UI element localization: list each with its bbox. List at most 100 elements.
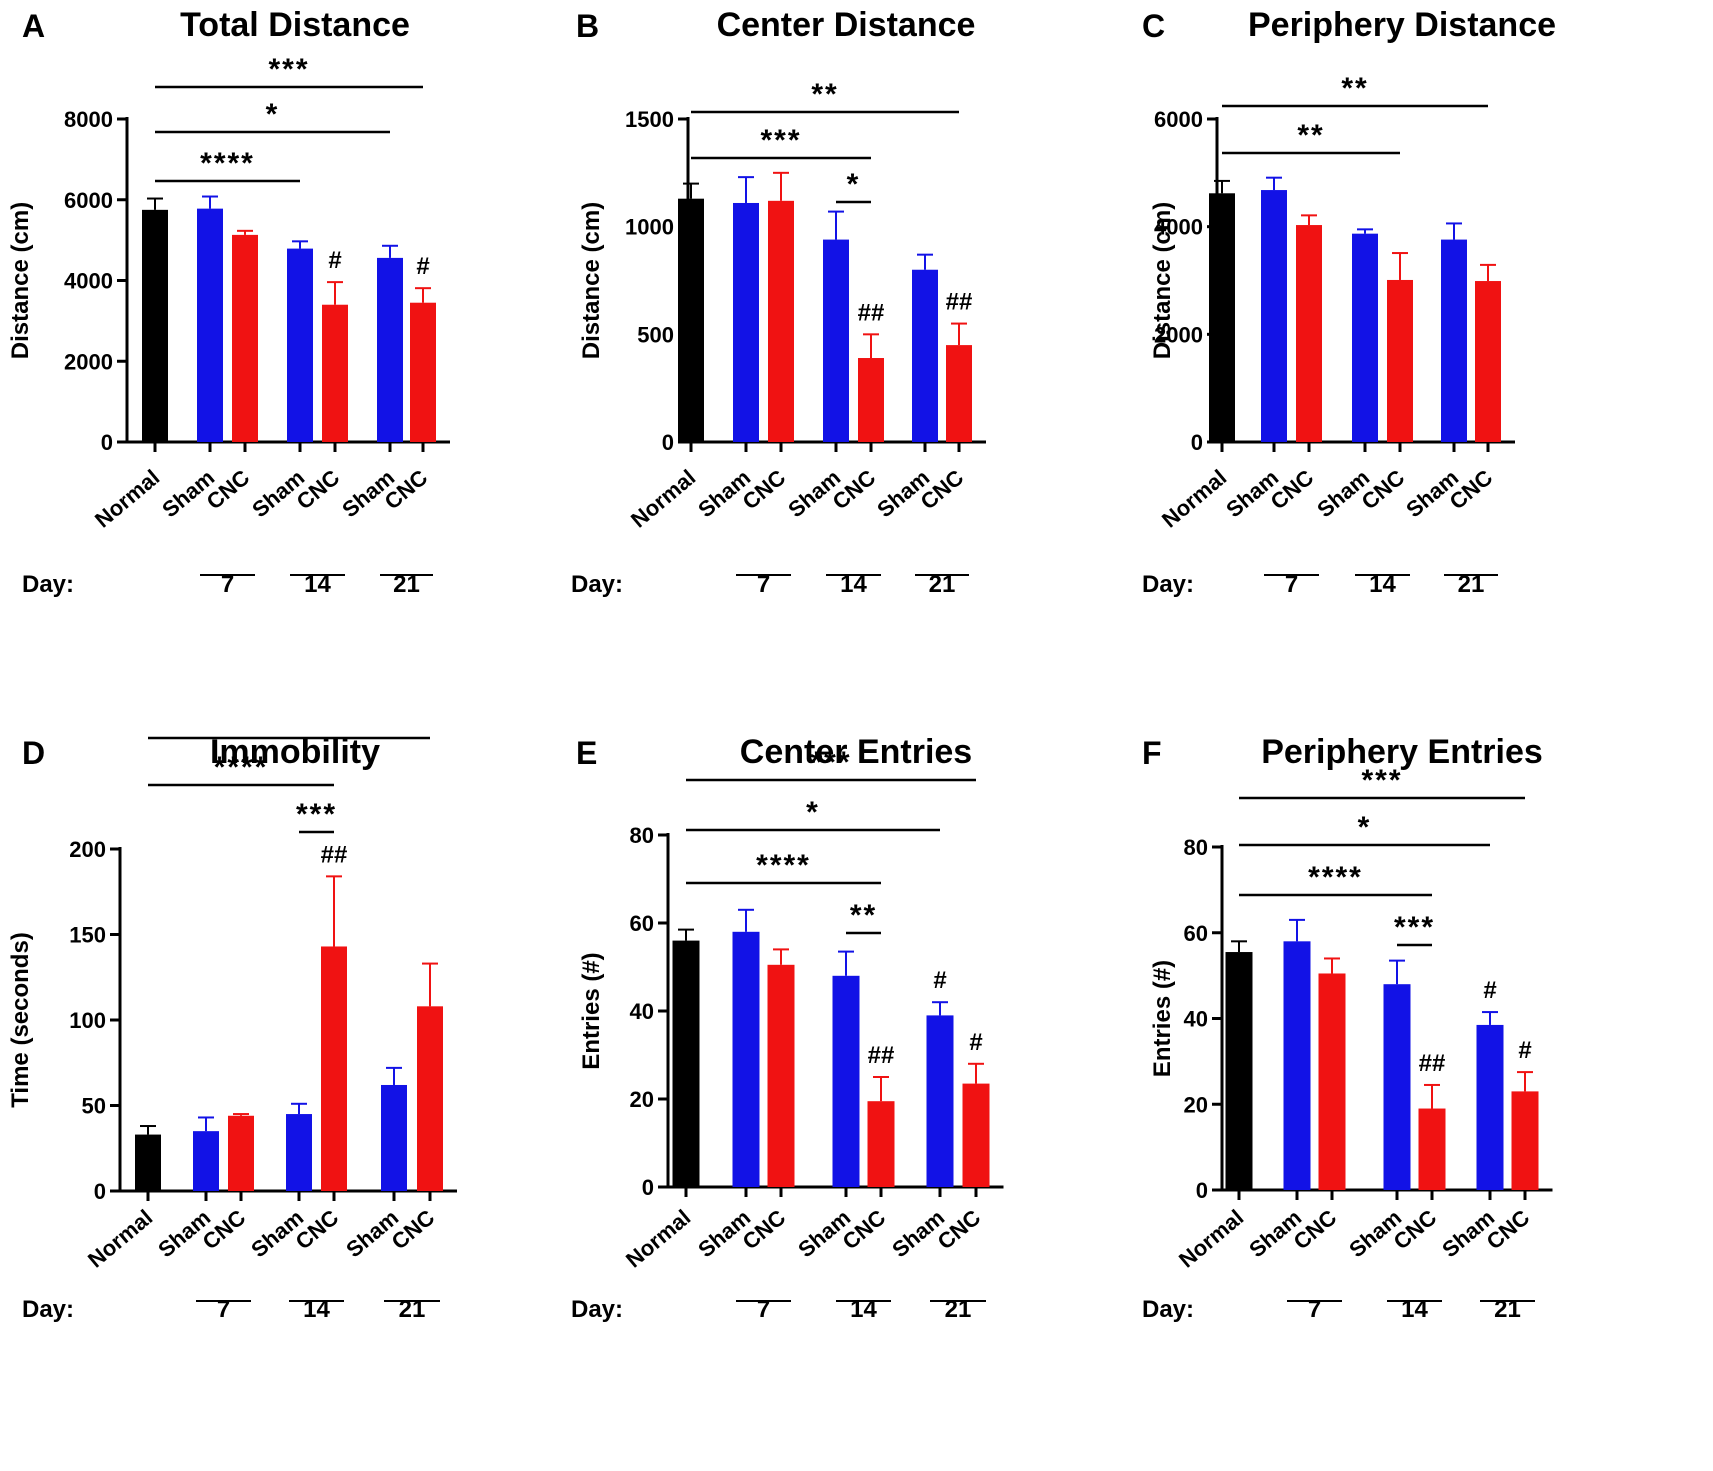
bar xyxy=(1441,239,1467,442)
y-tick-label: 20 xyxy=(1184,1092,1208,1117)
significance-hash: # xyxy=(328,247,341,274)
x-tick-label: Normal xyxy=(626,465,700,533)
bar xyxy=(946,345,972,442)
y-tick-label: 0 xyxy=(662,430,674,455)
x-tick-label: CNC xyxy=(198,1205,251,1255)
y-axis-label: Distance (cm) xyxy=(578,202,605,359)
chart-title: Periphery Entries xyxy=(1261,733,1543,771)
bar xyxy=(1296,225,1322,442)
significance-stars: * xyxy=(806,796,820,829)
significance-stars: **** xyxy=(756,849,811,882)
x-tick-label: CNC xyxy=(291,1205,344,1255)
x-tick-label: Normal xyxy=(90,465,164,533)
day-value: 7 xyxy=(1285,571,1298,598)
day-value: 14 xyxy=(303,1296,330,1323)
y-tick-label: 1500 xyxy=(625,107,674,132)
bar xyxy=(1261,190,1287,442)
day-value: 21 xyxy=(393,571,420,598)
bar xyxy=(287,248,313,442)
chart-title: Center Distance xyxy=(716,6,976,44)
chart-panel-b: B Center Distance 0 500 1000 1500 Distance (… xyxy=(571,0,1142,735)
bar xyxy=(1418,1108,1446,1190)
y-tick-label: 4000 xyxy=(64,269,113,294)
chart-panel-e: E Center Entries 0 20 40 60 80 Entries (#) Nor… xyxy=(571,733,1142,1470)
bar xyxy=(858,358,884,442)
x-tick-label: Normal xyxy=(1157,465,1231,533)
significance-stars: ** xyxy=(1341,72,1368,105)
bar xyxy=(286,1114,312,1191)
day-label: Day: xyxy=(22,571,74,598)
significance-hash: # xyxy=(1518,1037,1531,1064)
chart-panel-a: A Total Distance 0 2000 4000 6000 8000 Distan… xyxy=(0,0,571,735)
day-value: 14 xyxy=(1369,571,1396,598)
significance-hash: ## xyxy=(321,841,348,868)
y-axis-label: Entries (#) xyxy=(578,952,605,1069)
bar xyxy=(867,1101,895,1187)
y-tick-label: 8000 xyxy=(64,107,113,132)
bar xyxy=(823,239,849,442)
chart-panel-d: D Immobility 0 50 100 150 200 Time (seconds) N… xyxy=(0,733,571,1470)
significance-stars: *** xyxy=(268,53,309,86)
y-tick-label: 0 xyxy=(1191,430,1203,455)
y-tick-label: 4000 xyxy=(1154,215,1203,240)
bar xyxy=(410,302,436,442)
y-tick-label: 80 xyxy=(1184,835,1208,860)
bar xyxy=(678,198,704,442)
bar xyxy=(1511,1091,1539,1190)
bar xyxy=(1475,281,1501,442)
day-value: 21 xyxy=(1494,1296,1521,1323)
day-value: 14 xyxy=(840,571,867,598)
y-tick-label: 1000 xyxy=(625,215,674,240)
y-tick-label: 6000 xyxy=(1154,107,1203,132)
bar xyxy=(926,1015,954,1187)
significance-hash: # xyxy=(933,967,946,994)
day-value: 21 xyxy=(399,1296,426,1323)
bar xyxy=(1283,941,1311,1190)
y-axis-label: Entries (#) xyxy=(1149,960,1176,1077)
bar xyxy=(322,304,348,442)
bar xyxy=(767,964,795,1187)
day-value: 14 xyxy=(1401,1296,1428,1323)
panel-letter: B xyxy=(576,8,600,44)
y-axis-label: Time (seconds) xyxy=(7,932,34,1108)
x-tick-label: CNC xyxy=(1266,465,1319,515)
y-tick-label: 200 xyxy=(69,837,106,862)
y-tick-label: 0 xyxy=(94,1179,106,1204)
x-tick-label: CNC xyxy=(738,1205,791,1255)
chart-panel-f: F Periphery Entries 0 20 40 60 80 Entries (#)… xyxy=(1142,733,1713,1470)
bar xyxy=(1387,279,1413,442)
x-tick-label: CNC xyxy=(202,465,255,515)
y-tick-label: 80 xyxy=(630,823,654,848)
panel-letter: F xyxy=(1142,735,1162,771)
day-value: 21 xyxy=(929,571,956,598)
y-axis-label: Distance (cm) xyxy=(7,202,34,359)
y-tick-label: 60 xyxy=(1184,921,1208,946)
significance-hash: ## xyxy=(946,289,973,316)
x-tick-label: CNC xyxy=(1482,1205,1535,1255)
x-tick-label: CNC xyxy=(933,1205,986,1255)
bar xyxy=(1383,984,1411,1190)
bar xyxy=(733,202,759,442)
panel-letter: E xyxy=(576,735,598,771)
chart-title: Immobility xyxy=(209,733,381,771)
significance-stars: *** xyxy=(1361,764,1402,797)
y-tick-label: 40 xyxy=(630,999,654,1024)
significance-hash: # xyxy=(969,1029,982,1056)
x-tick-label: CNC xyxy=(1389,1205,1442,1255)
significance-stars: *** xyxy=(296,798,337,831)
bar xyxy=(197,208,223,442)
y-tick-label: 0 xyxy=(642,1175,654,1200)
y-tick-label: 150 xyxy=(69,923,106,948)
day-value: 7 xyxy=(221,571,234,598)
y-tick-label: 6000 xyxy=(64,188,113,213)
significance-hash: ## xyxy=(1419,1050,1446,1077)
significance-stars: **** xyxy=(200,147,255,180)
significance-stars: *** xyxy=(760,124,801,157)
bar xyxy=(1352,233,1378,442)
x-tick-label: CNC xyxy=(838,1205,891,1255)
panel-letter: D xyxy=(22,735,46,771)
